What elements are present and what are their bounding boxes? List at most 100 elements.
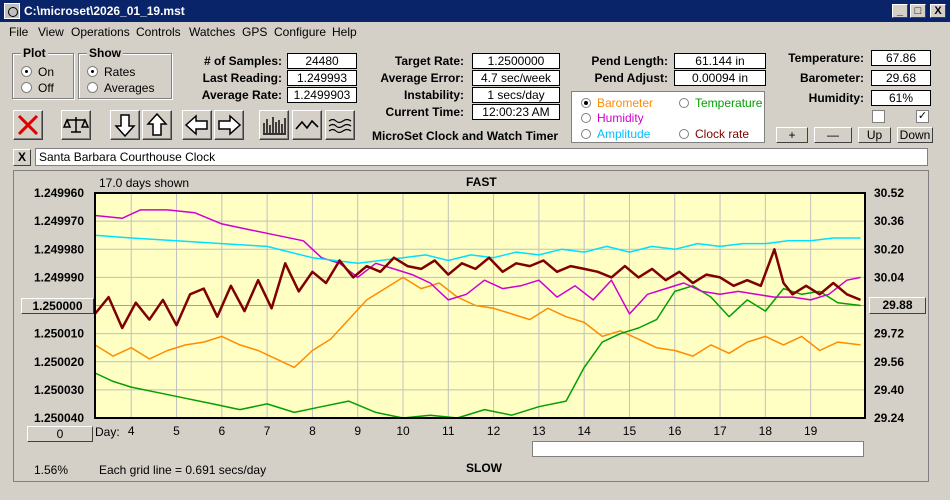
pend-adjust-label: Pend Adjust: (594, 71, 668, 85)
line-graph-icon (295, 119, 319, 130)
day-tick-label: 7 (264, 424, 271, 438)
average-error-value: 4.7 sec/week (472, 70, 560, 86)
bar-graph-icon (263, 117, 286, 135)
close-clock-button[interactable]: X (13, 149, 31, 166)
option-clock-rate[interactable]: Clock rate (679, 127, 749, 141)
pend-length-value[interactable]: 61.144 in (674, 53, 766, 69)
show-group: Show Rates Averages (78, 46, 172, 99)
plot-on-radio[interactable]: On (21, 65, 54, 79)
pend-adjust-value[interactable]: 0.00094 in (674, 70, 766, 86)
up-arrow-button[interactable] (142, 110, 172, 140)
menu-gps[interactable]: GPS (242, 25, 268, 39)
horizontal-scrollbar[interactable] (532, 441, 864, 457)
arrow-left-icon (184, 114, 208, 136)
right-tick-label: 30.20 (874, 242, 904, 256)
right-tick-label: 29.24 (874, 411, 904, 425)
plot-off-radio[interactable]: Off (21, 81, 54, 95)
plot-on-label: On (38, 65, 55, 79)
red-x-icon (17, 114, 39, 136)
balance-button[interactable] (61, 110, 91, 140)
right-tick-label: 29.72 (874, 327, 904, 341)
maximize-button[interactable]: □ (910, 4, 926, 18)
right-value-button[interactable]: 29.88 (869, 297, 926, 314)
arrow-down-icon (114, 114, 136, 138)
day-tick-label: 9 (354, 424, 361, 438)
close-button[interactable]: X (930, 4, 946, 18)
option-barometer-label: Barometer (597, 96, 654, 110)
radio-dot-icon (87, 82, 98, 93)
show-rates-label: Rates (104, 65, 136, 79)
option-amplitude-label: Amplitude (597, 127, 651, 141)
stop-button[interactable] (13, 110, 43, 140)
wave-icon (328, 118, 352, 134)
target-rate-value[interactable]: 1.2500000 (472, 53, 560, 69)
radio-dot-icon (679, 129, 689, 139)
target-rate-label: Target Rate: (394, 54, 464, 68)
line-view-button[interactable] (292, 110, 322, 140)
wave-view-button[interactable] (325, 110, 355, 140)
plot-group: Plot On Off (12, 46, 74, 99)
grid-note-label: Each grid line = 0.691 secs/day (99, 463, 267, 477)
day-tick-label: 8 (309, 424, 316, 438)
series-line-temperature (94, 285, 861, 419)
window-title: C:\microset\2026_01_19.mst (24, 4, 185, 18)
minus-button[interactable]: — (814, 127, 852, 143)
menu-controls[interactable]: Controls (136, 25, 181, 39)
right-tick-label: 29.40 (874, 383, 904, 397)
menu-operations[interactable]: Operations (71, 25, 130, 39)
humidity-value: 61% (871, 90, 931, 106)
option-humidity-label: Humidity (597, 111, 644, 125)
menu-view[interactable]: View (38, 25, 64, 39)
days-shown-label: 17.0 days shown (99, 176, 190, 190)
center-value-button[interactable]: 1.250000 (21, 298, 94, 314)
menu-watches[interactable]: Watches (189, 25, 236, 39)
samples-value: 24480 (287, 53, 357, 69)
chart-panel: 17.0 days shown FAST SLOW 1.56% Each gri… (13, 170, 929, 482)
barometer-value: 29.68 (871, 70, 931, 86)
left-tick-label: 1.249960 (34, 186, 84, 200)
day-tick-label: 6 (218, 424, 225, 438)
down-arrow-button[interactable] (110, 110, 140, 140)
show-averages-radio[interactable]: Averages (87, 81, 154, 95)
current-time-value: 12:00:23 AM (472, 104, 560, 120)
menu-file[interactable]: File (9, 25, 29, 39)
left-tick-label: 1.250040 (34, 411, 84, 425)
left-arrow-button[interactable] (182, 110, 212, 140)
zero-button[interactable]: 0 (27, 426, 93, 442)
bars-view-button[interactable] (259, 110, 289, 140)
checkbox-right[interactable]: ✓ (916, 110, 929, 123)
last-reading-value: 1.249993 (287, 70, 357, 86)
menu-help[interactable]: Help (332, 25, 357, 39)
show-averages-label: Averages (104, 81, 155, 95)
option-barometer[interactable]: Barometer (581, 96, 653, 110)
option-temperature[interactable]: Temperature (679, 96, 762, 110)
day-tick-label: 5 (173, 424, 180, 438)
day-label: Day: (95, 425, 120, 439)
minimize-button[interactable]: _ (892, 4, 908, 18)
last-reading-label: Last Reading: (202, 71, 282, 85)
plus-button[interactable]: + (776, 127, 808, 143)
plot-border (94, 192, 866, 419)
right-arrow-button[interactable] (214, 110, 244, 140)
samples-label: # of Samples: (203, 54, 282, 68)
percent-label: 1.56% (34, 463, 69, 477)
humidity-label: Humidity: (808, 91, 864, 105)
left-tick-label: 1.250010 (34, 327, 84, 341)
radio-dot-icon (87, 66, 98, 77)
clock-name-field[interactable]: Santa Barbara Courthouse Clock (35, 148, 928, 166)
up-button[interactable]: Up (858, 127, 891, 143)
option-humidity[interactable]: Humidity (581, 111, 644, 125)
day-tick-label: 4 (128, 424, 135, 438)
show-rates-radio[interactable]: Rates (87, 65, 135, 79)
checkbox-left[interactable] (872, 110, 885, 123)
down-button[interactable]: Down (897, 127, 933, 143)
slow-label: SLOW (466, 461, 502, 475)
menu-configure[interactable]: Configure (274, 25, 327, 39)
radio-dot-icon (581, 98, 591, 108)
option-temperature-label: Temperature (695, 96, 763, 110)
day-tick-label: 15 (623, 424, 637, 438)
option-amplitude[interactable]: Amplitude (581, 127, 650, 141)
arrow-up-icon (146, 112, 168, 136)
temperature-label: Temperature: (788, 51, 864, 65)
